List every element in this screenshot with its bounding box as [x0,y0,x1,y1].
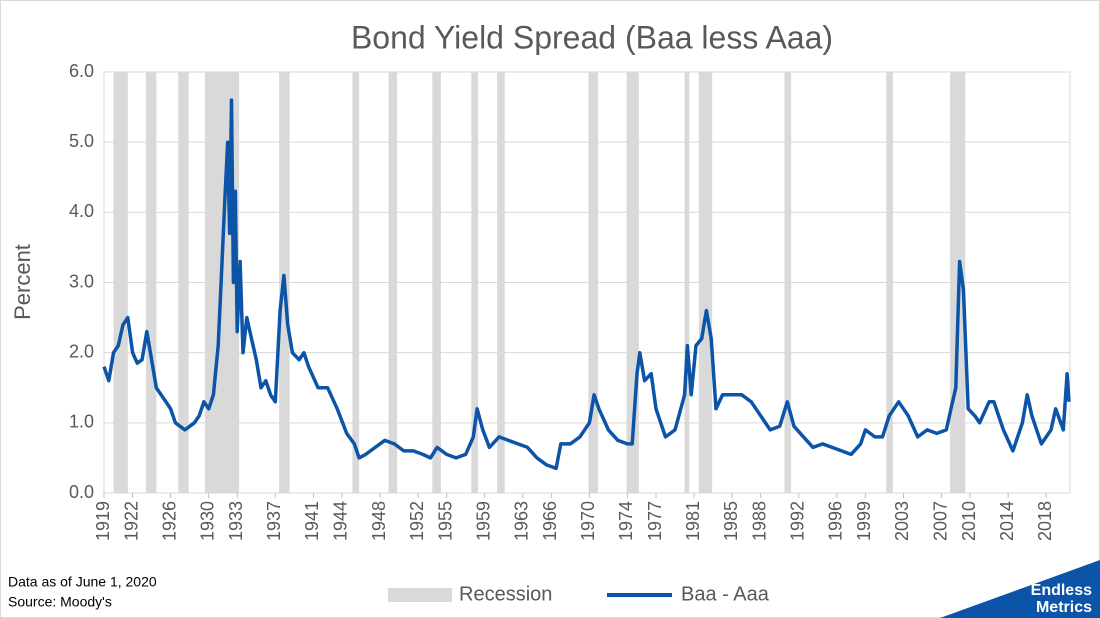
x-tick-label: 1992 [788,501,808,541]
legend-label: Baa - Aaa [681,583,770,605]
y-tick-label: 2.0 [69,341,94,361]
note: Data as of June 1, 2020 [8,574,157,590]
x-tick-label: 1930 [197,501,217,541]
x-tick-label: 1977 [645,501,665,541]
series-line [102,98,1071,471]
x-tick-label: 2007 [930,501,950,541]
x-tick-label: 1988 [749,501,769,541]
x-tick-label: 1966 [540,501,560,541]
x-tick-label: 1955 [435,501,455,541]
x-tick-label: 2010 [959,501,979,541]
y-tick-label: 1.0 [69,412,94,432]
x-tick-label: 1981 [683,501,703,541]
x-tick-label: 1933 [226,501,246,541]
note: Source: Moody's [8,594,112,610]
x-tick-label: 1937 [264,501,284,541]
legend-label: Recession [459,583,552,605]
logo-text: Metrics [1036,599,1092,616]
x-tick-label: 1996 [826,501,846,541]
y-tick-label: 0.0 [69,482,94,502]
logo-shape [940,560,1100,618]
x-tick-label: 2003 [892,501,912,541]
plot-border [103,71,1071,494]
chart-title: Bond Yield Spread (Baa less Aaa) [351,19,833,55]
y-axis-label: Percent [10,244,35,320]
x-tick-label: 1970 [578,501,598,541]
x-tick-label: 1985 [721,501,741,541]
x-tick-label: 2018 [1035,501,1055,541]
x-tick-label: 2014 [997,501,1017,541]
y-tick-label: 4.0 [69,201,94,221]
x-tick-label: 1948 [369,501,389,541]
legend-swatch [388,588,452,602]
x-tick-label: 1926 [159,501,179,541]
x-tick-label: 1963 [512,501,532,541]
y-tick-label: 6.0 [69,61,94,81]
x-tick-label: 1959 [473,501,493,541]
y-tick-label: 5.0 [69,131,94,151]
x-tick-label: 1941 [302,501,322,541]
x-tick-label: 1952 [407,501,427,541]
y-tick-label: 3.0 [69,271,94,291]
logo-text: Endless [1031,582,1092,599]
x-tick-label: 1999 [854,501,874,541]
x-tick-label: 1944 [331,501,351,541]
x-tick-label: 1919 [93,501,113,541]
x-tick-label: 1974 [616,501,636,541]
x-tick-label: 1922 [121,501,141,541]
